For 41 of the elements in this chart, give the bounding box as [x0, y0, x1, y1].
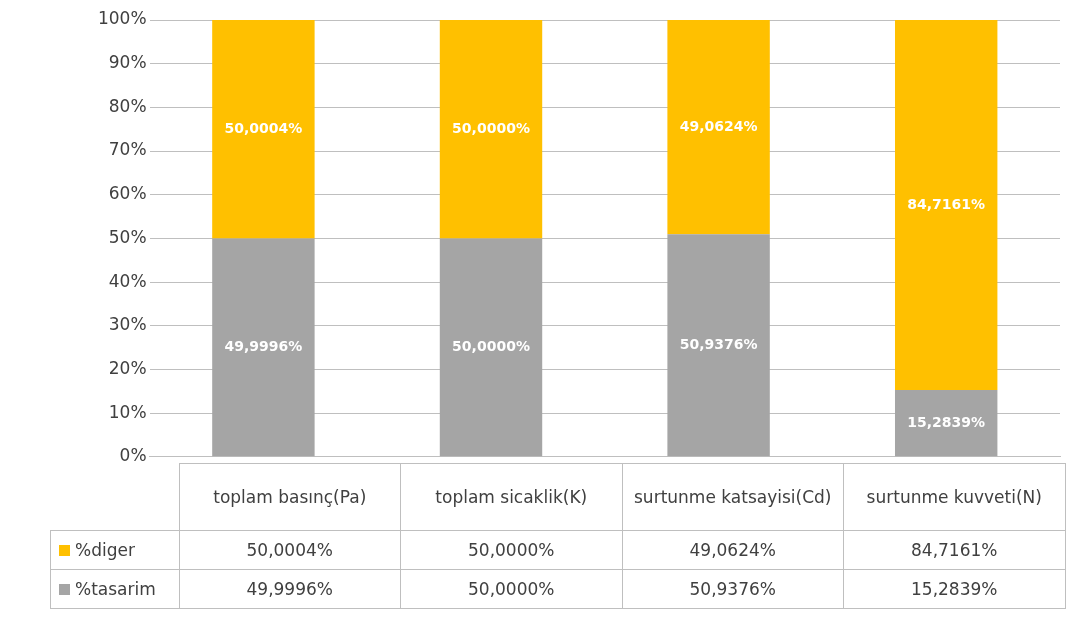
y-tick-label: 100% [97, 8, 147, 29]
data-label: 50,0000% [400, 530, 622, 569]
y-tick-label: 50% [108, 226, 147, 247]
text: 49,0624% [679, 117, 758, 134]
text: 50,0000% [452, 119, 530, 136]
y-tick-label: 10% [108, 401, 147, 422]
bar [894, 20, 998, 391]
bar [439, 238, 543, 457]
data-label: 84,7161% [843, 530, 1065, 569]
y-tick-label: 30% [108, 314, 147, 335]
y-tick-label: 0% [119, 445, 147, 466]
x-tick-label: surtunme katsayisi(Cd) [622, 463, 844, 530]
x-tick-label: surtunme kuvveti(N) [843, 463, 1065, 530]
data-label: 50,9376% [622, 569, 844, 608]
data-label: 50,0000% [400, 569, 622, 608]
data-label: 50,0004% [179, 530, 401, 569]
bar [212, 238, 315, 457]
y-tick-label: 90% [108, 52, 147, 73]
bar [667, 234, 770, 457]
y-tick-label: 80% [108, 95, 147, 116]
bar [894, 390, 998, 457]
text: 50,9376% [679, 335, 758, 352]
text: 50,0000% [452, 337, 530, 354]
y-tick-label: 40% [108, 270, 147, 291]
bar [439, 20, 543, 239]
legend-label: %diger [50, 530, 179, 569]
text: 50,0004% [224, 119, 303, 136]
x-tick-label: toplam basınç(Pa) [179, 463, 401, 530]
text: 84,7161% [907, 195, 986, 212]
x-tick-label: toplam sicaklik(K) [400, 463, 622, 530]
data-label: 15,2839% [843, 569, 1065, 608]
bar [212, 20, 315, 239]
y-tick-label: 20% [108, 357, 147, 378]
data-label: 49,9996% [179, 569, 401, 608]
bar [667, 20, 770, 235]
text: 15,2839% [907, 413, 986, 430]
y-tick-label: 60% [108, 183, 147, 204]
y-tick-label: 70% [108, 139, 147, 160]
data-label: 49,0624% [622, 530, 844, 569]
text: 49,9996% [224, 337, 303, 354]
legend-label: %tasarim [50, 569, 179, 608]
